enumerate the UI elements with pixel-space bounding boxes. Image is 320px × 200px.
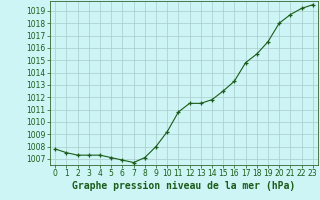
- X-axis label: Graphe pression niveau de la mer (hPa): Graphe pression niveau de la mer (hPa): [72, 181, 296, 191]
